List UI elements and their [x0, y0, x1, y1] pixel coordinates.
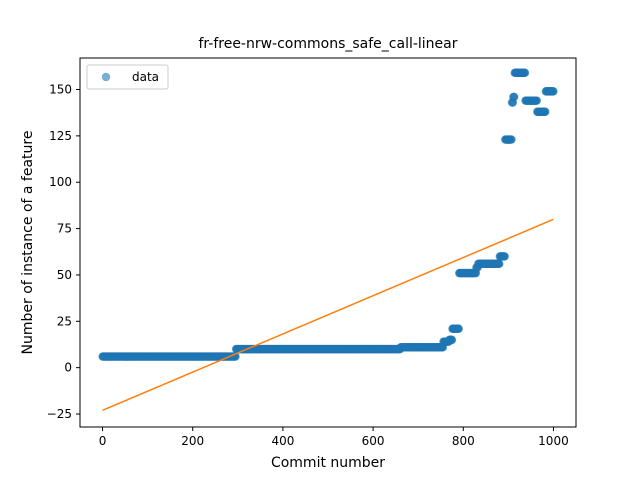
fit-line	[102, 218, 554, 412]
scatter-point	[454, 324, 463, 333]
y-tick-label: 75	[57, 222, 72, 236]
scatter-point	[541, 107, 550, 116]
scatter-point	[549, 87, 558, 96]
x-tick-label: 400	[271, 434, 294, 448]
y-tick-label: 100	[49, 175, 72, 189]
y-tick-label: 25	[57, 314, 72, 328]
y-axis: −25 0 25 50 75 100 125 150	[47, 83, 80, 421]
y-axis-title: Number of instance of a feature	[20, 131, 36, 355]
legend-box	[86, 64, 169, 90]
legend-label-data: data	[132, 70, 159, 84]
scatter-point	[500, 252, 509, 261]
scatter-point	[495, 259, 504, 269]
y-tick-label: 150	[49, 83, 72, 97]
legend-marker-data	[101, 72, 111, 82]
x-axis: 0 200 400 600 800 1000	[99, 427, 569, 448]
legend: data	[86, 64, 169, 90]
x-tick-label: 800	[452, 434, 475, 448]
y-tick-label: 0	[64, 361, 72, 375]
scatter-point	[510, 92, 519, 102]
y-tick-label: 125	[49, 129, 72, 143]
x-tick-label: 0	[99, 434, 107, 448]
y-tick-label: 50	[57, 268, 72, 282]
x-axis-title: Commit number	[271, 455, 385, 471]
scatter-point	[507, 135, 516, 144]
scatter-point	[447, 335, 457, 345]
plot-area	[98, 68, 558, 412]
chart-title: fr-free-nrw-commons_safe_call-linear	[198, 36, 457, 52]
scatter-point	[532, 96, 541, 105]
x-tick-label: 1000	[538, 434, 569, 448]
y-tick-label: −25	[47, 407, 72, 421]
axes-frame	[79, 57, 577, 428]
scatter-point	[520, 68, 530, 78]
x-tick-label: 600	[362, 434, 385, 448]
x-tick-label: 200	[181, 434, 204, 448]
